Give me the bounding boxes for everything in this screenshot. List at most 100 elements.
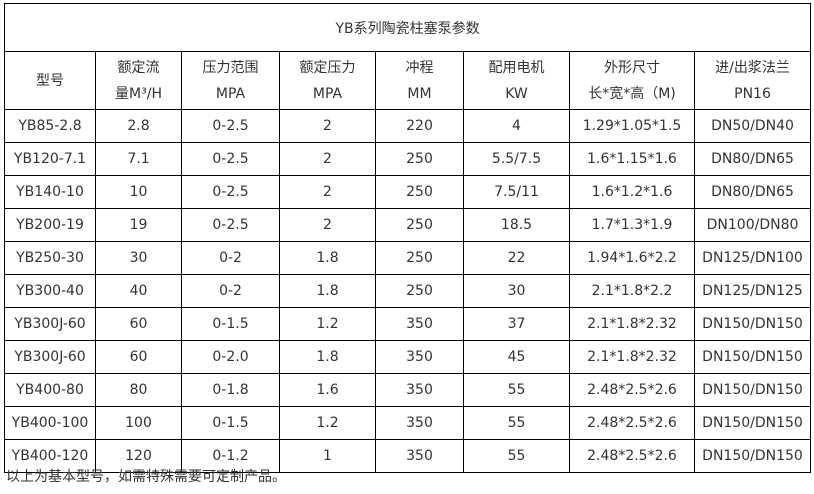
header-line: KW	[505, 85, 528, 102]
header-line: PN16	[734, 85, 771, 102]
header-line: MPA	[312, 85, 343, 102]
table-cell: DN80/DN65	[693, 175, 812, 209]
table-cell: 0-1.5	[181, 307, 280, 341]
table-cell: 55	[463, 439, 570, 473]
table-cell: 0-2	[181, 274, 280, 308]
table-cell: 1.6*1.2*1.6	[569, 175, 695, 209]
table-row: YB300J-60 60 0-2.0 1.8 350 45 2.1*1.8*2.32 DN15…	[4, 340, 812, 374]
table-cell: 2.1*1.8*2.2	[569, 274, 695, 308]
table-cell: 350	[375, 340, 464, 374]
table-cell: YB200-19	[4, 208, 96, 242]
table-cell: YB85-2.8	[4, 109, 96, 143]
table-row: YB250-30 30 0-2 1.8 250 22 1.94*1.6*2.2 DN125/D…	[4, 241, 812, 275]
table-cell: 350	[375, 439, 464, 473]
column-header: 外形尺寸长*宽*高（M)	[569, 51, 695, 110]
table-cell: 30	[463, 274, 570, 308]
header-line: 进/出浆法兰	[715, 59, 790, 76]
header-line: 型号	[36, 72, 64, 89]
table-cell: 1.2	[279, 406, 376, 440]
table-cell: 100	[95, 406, 182, 440]
table-row: YB120-7.1 7.1 0-2.5 2 250 5.5/7.5 1.6*1.15*1.6…	[4, 142, 812, 176]
table-cell: 1.8	[279, 340, 376, 374]
table-cell: 60	[95, 340, 182, 374]
table-cell: YB300J-60	[4, 340, 96, 374]
column-header: 额定压力 MPA	[279, 51, 376, 110]
table-cell: DN100/DN80	[693, 208, 812, 242]
table-cell: 120	[95, 439, 182, 473]
table-cell: DN50/DN40	[693, 109, 812, 143]
table-cell: 2	[279, 208, 376, 242]
table-cell: 55	[463, 406, 570, 440]
header-line: MM	[407, 85, 432, 102]
table-cell: 2.48*2.5*2.6	[569, 373, 695, 407]
table-cell: DN80/DN65	[693, 142, 812, 176]
table-cell: 2.8	[95, 109, 182, 143]
header-line: 长*宽*高（M)	[588, 85, 676, 102]
table-cell: 40	[95, 274, 182, 308]
column-header: 冲程 MM	[375, 51, 464, 110]
table-row: YB200-19 19 0-2.5 2 250 18.5 1.7*1.3*1.9 DN100/…	[4, 208, 812, 242]
table-cell: 0-2.5	[181, 109, 280, 143]
table-cell: DN125/DN125	[693, 274, 812, 308]
table-cell: 0-1.5	[181, 406, 280, 440]
table-cell: 4	[463, 109, 570, 143]
table-cell: 1	[279, 439, 376, 473]
table-cell: 0-2	[181, 241, 280, 275]
table-cell: 2.1*1.8*2.32	[569, 340, 695, 374]
table-cell: 350	[375, 373, 464, 407]
table-cell: 250	[375, 175, 464, 209]
table-cell: 19	[95, 208, 182, 242]
column-header: 进/出浆法兰 PN16	[693, 51, 812, 110]
table-cell: DN150/DN150	[693, 406, 812, 440]
table-cell: 0-2.5	[181, 142, 280, 176]
table-cell: YB250-30	[4, 241, 96, 275]
table-cell: DN150/DN150	[693, 373, 812, 407]
table-cell: 0-2.5	[181, 175, 280, 209]
table-cell: 250	[375, 142, 464, 176]
table-cell: 0-2.0	[181, 340, 280, 374]
table-cell: DN125/DN100	[693, 241, 812, 275]
header-line: 冲程	[405, 59, 434, 76]
table-row: YB300J-60 60 0-1.5 1.2 350 37 2.1*1.8*2.32 DN15…	[4, 307, 812, 341]
table-cell: 7.5/11	[463, 175, 570, 209]
table-cell: 55	[463, 373, 570, 407]
table-cell: 2.48*2.5*2.6	[569, 406, 695, 440]
header-row: 型号 额定流 量M³/H 压力范围 MPA 额定压力 MPA 冲程 MM 配用电机 KW 外形尺寸 长*…	[4, 51, 812, 110]
table-cell: 220	[375, 109, 464, 143]
table-cell: 1.2	[279, 307, 376, 341]
table-cell: YB400-80	[4, 373, 96, 407]
table-cell: YB300-40	[4, 274, 96, 308]
header-line: 外形尺寸	[604, 59, 660, 76]
table-cell: DN150/DN150	[693, 439, 812, 473]
table-cell: 10	[95, 175, 182, 209]
table-cell: DN150/DN150	[693, 340, 812, 374]
table-cell: 5.5/7.5	[463, 142, 570, 176]
column-header: 配用电机 KW	[463, 51, 570, 110]
header-line: 额定压力	[299, 59, 356, 76]
table-row: YB400-100 100 0-1.5 1.2 350 55 2.48*2.5*2.6 DN1…	[4, 406, 812, 440]
table-cell: 22	[463, 241, 570, 275]
table-cell: YB140-10	[4, 175, 96, 209]
table-cell: 2	[279, 142, 376, 176]
table-cell: YB400-120	[4, 439, 96, 473]
table-cell: 2	[279, 109, 376, 143]
table-row: YB85-2.8 2.8 0-2.5 2 220 4 1.29*1.05*1.5 DN50/D…	[4, 109, 812, 143]
table-cell: 0-2.5	[181, 208, 280, 242]
column-header: 额定流 量M³/H	[95, 51, 182, 110]
table-cell: 1.94*1.6*2.2	[569, 241, 695, 275]
table-cell: 60	[95, 307, 182, 341]
table-cell: 1.8	[279, 241, 376, 275]
header-line: 配用电机	[488, 59, 545, 76]
table-cell: 250	[375, 274, 464, 308]
header-line: MPA	[215, 85, 246, 102]
table-row: YB140-10 10 0-2.5 2 250 7.5/11 1.6*1.2*1.6 DN80…	[4, 175, 812, 209]
table-cell: 1.6*1.15*1.6	[569, 142, 695, 176]
table-cell: 37	[463, 307, 570, 341]
table-cell: 350	[375, 307, 464, 341]
table-cell: 80	[95, 373, 182, 407]
table-cell: 2.48*2.5*2.6	[569, 439, 695, 473]
table-cell: YB120-7.1	[4, 142, 96, 176]
table-cell: 250	[375, 208, 464, 242]
table-cell: 30	[95, 241, 182, 275]
table-cell: 0-1.8	[181, 373, 280, 407]
